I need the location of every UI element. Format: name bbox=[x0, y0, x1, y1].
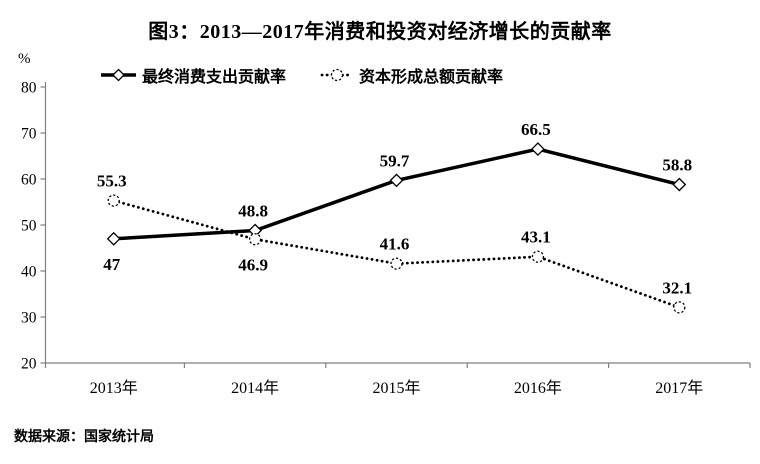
x-axis-tick-label: 2016年 bbox=[514, 379, 562, 397]
y-axis-tick-label: 80 bbox=[21, 80, 37, 97]
y-axis-tick-label: 60 bbox=[21, 172, 37, 189]
solid-line-diamond-icon bbox=[101, 68, 136, 82]
chart-legend: 最终消费支出贡献率 资本形成总额贡献率 bbox=[100, 63, 503, 87]
capital-formation-point-label: 32.1 bbox=[662, 278, 692, 297]
consumption-point-marker bbox=[106, 231, 121, 246]
capital-formation-point-marker bbox=[248, 233, 262, 246]
consumption-point-marker bbox=[530, 142, 545, 157]
consumption-point-label: 47 bbox=[103, 255, 121, 274]
capital-formation-point-marker bbox=[531, 250, 545, 263]
capital-formation-point-marker bbox=[673, 301, 686, 314]
capital-formation-point-label: 55.3 bbox=[97, 172, 127, 191]
y-axis-tick-label: 30 bbox=[21, 310, 37, 327]
consumption-point-marker bbox=[389, 173, 404, 188]
line-chart: 80 70 60 50 40 30 20 2013年 2014年 2015年 2016年 2017年 4… bbox=[21, 80, 751, 397]
consumption-point-marker bbox=[672, 177, 687, 192]
x-axis-tick-label: 2013年 bbox=[90, 379, 138, 397]
x-axis-tick-label: 2014年 bbox=[231, 379, 279, 397]
y-axis-tick-label: 20 bbox=[21, 356, 37, 373]
y-axis-tick-label: 70 bbox=[21, 126, 37, 143]
legend-item-capital: 资本形成总额贡献率 bbox=[320, 63, 503, 87]
capital-formation-point-label: 41.6 bbox=[380, 235, 410, 254]
consumption-point-label: 66.5 bbox=[521, 120, 551, 139]
dotted-line-circle-icon bbox=[320, 68, 354, 82]
x-axis-tick-label: 2017年 bbox=[655, 379, 703, 397]
capital-formation-point-label: 43.1 bbox=[521, 228, 551, 247]
x-axis-tick-label: 2015年 bbox=[372, 379, 420, 397]
legend-label-consumption: 最终消费支出贡献率 bbox=[142, 69, 287, 86]
chart-title: 图3：2013—2017年消费和投资对经济增长的贡献率 bbox=[148, 21, 612, 43]
legend-item-consumption: 最终消费支出贡献率 bbox=[100, 63, 286, 87]
capital-formation-point-marker bbox=[390, 257, 403, 270]
consumption-point-label: 48.8 bbox=[238, 202, 268, 221]
legend-label-capital: 资本形成总额贡献率 bbox=[359, 69, 504, 86]
consumption-point-label: 59.7 bbox=[380, 151, 410, 170]
y-axis-tick-label: 50 bbox=[21, 218, 37, 235]
data-source-note: 数据来源：国家统计局 bbox=[14, 428, 154, 444]
capital-formation-series-line bbox=[112, 199, 681, 309]
capital-formation-point-label: 46.9 bbox=[238, 255, 268, 274]
y-axis-tick-label: 40 bbox=[21, 264, 37, 281]
y-axis-unit-label: % bbox=[18, 51, 31, 67]
capital-formation-point-marker bbox=[107, 194, 120, 207]
consumption-point-label: 58.8 bbox=[662, 156, 692, 175]
